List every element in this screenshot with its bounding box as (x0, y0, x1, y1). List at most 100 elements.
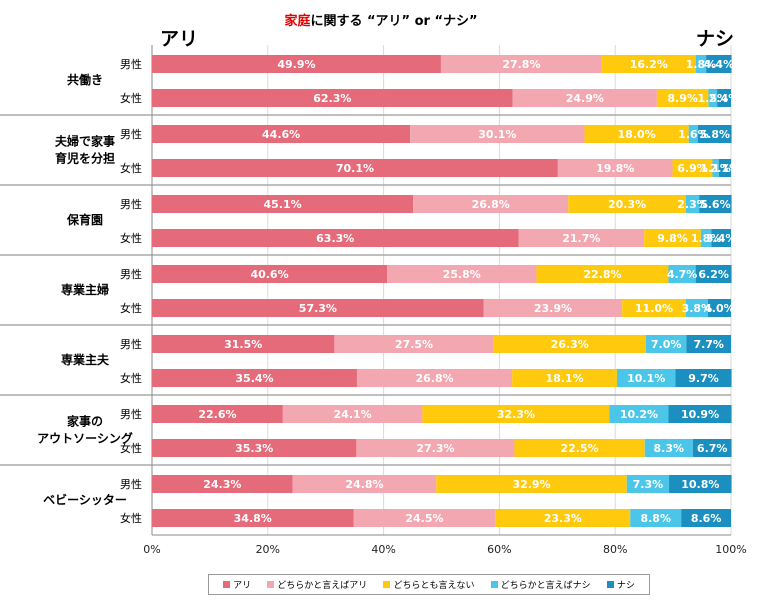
legend: アリ どちらかと言えばアリ どちらとも言えない どちらかと言えばナシ ナシ (208, 574, 650, 595)
bar-segment (282, 405, 423, 423)
category-label: 専業主夫 (61, 352, 110, 367)
data-label: 4.0% (704, 302, 735, 315)
bar-segment (512, 89, 657, 107)
chart-title: 家庭に関する “アリ” or “ナシ” (0, 10, 762, 29)
bar-segment (353, 509, 496, 527)
data-label: 10.2% (620, 408, 658, 421)
data-label: 1.1% (700, 162, 731, 175)
row-label: 女性 (120, 441, 142, 455)
data-label: 16.2% (630, 58, 668, 71)
data-label: 23.9% (534, 302, 572, 315)
bar-segment (422, 405, 610, 423)
bar-segment (152, 125, 411, 143)
data-label: 6.2% (698, 268, 729, 281)
data-label: 24.3% (203, 478, 241, 491)
bar-segment (152, 475, 293, 493)
data-label: 1.6% (678, 128, 709, 141)
data-label: 22.5% (561, 442, 599, 455)
bar-segment (668, 405, 732, 423)
category-label: 保育園 (66, 212, 103, 227)
category-label: 夫婦で家事 (54, 134, 115, 149)
row-label: 男性 (120, 267, 142, 281)
bar-segment (518, 229, 645, 247)
data-label: 2.1% (710, 162, 741, 175)
x-tick-label: 100% (715, 543, 746, 556)
legend-swatch (490, 581, 498, 588)
bar-segment (668, 265, 696, 283)
bar-segment (152, 55, 441, 73)
data-label: 27.5% (395, 338, 433, 351)
data-label: 1.8% (691, 232, 722, 245)
bar-segment (356, 439, 515, 457)
data-label: 35.3% (235, 442, 273, 455)
bar-segment (700, 229, 712, 247)
data-label: 49.9% (277, 58, 315, 71)
data-label: 1.8% (686, 58, 717, 71)
bar-segment (645, 335, 687, 353)
data-label: 8.8% (640, 512, 671, 525)
bar-segment (669, 475, 732, 493)
bar-segment (356, 369, 513, 387)
x-tick-label: 0% (143, 543, 160, 556)
data-label: 3.8% (682, 302, 713, 315)
row-label: 女性 (120, 91, 142, 105)
bar-segment (685, 299, 708, 317)
bar-segment (685, 195, 700, 213)
x-tick-label: 80% (603, 543, 627, 556)
data-label: 35.4% (235, 372, 273, 385)
legend-item: どちらかと言えばナシ (490, 578, 591, 591)
bar-segment (688, 125, 698, 143)
bar-segment (495, 509, 631, 527)
bar-segment (292, 475, 437, 493)
data-label: 9.8% (657, 232, 688, 245)
data-label: 5.6% (700, 198, 731, 211)
data-label: 2.4% (709, 92, 740, 105)
category-label: 家事の (67, 414, 103, 429)
bar-segment (152, 229, 519, 247)
bar-segment (609, 405, 669, 423)
category-label: 育児を分担 (55, 151, 115, 166)
bar-segment (695, 265, 732, 283)
x-tick-label: 40% (371, 543, 395, 556)
data-label: 4.4% (704, 58, 735, 71)
bar-segment (681, 509, 731, 527)
legend-item: アリ (223, 578, 251, 591)
data-label: 8.3% (653, 442, 684, 455)
bar-segment (695, 55, 707, 73)
data-label: 26.8% (472, 198, 510, 211)
bar-segment (686, 335, 731, 353)
data-label: 4.7% (667, 268, 698, 281)
data-label: 30.1% (478, 128, 516, 141)
bar-segment (584, 125, 689, 143)
data-label: 8.9% (667, 92, 698, 105)
row-label: 男性 (120, 477, 142, 491)
row-label: 男性 (120, 197, 142, 211)
data-label: 24.5% (405, 512, 443, 525)
category-label: アウトソーシング (37, 431, 133, 446)
bar-segment (711, 229, 731, 247)
bar-segment (656, 89, 709, 107)
bar-segment (644, 229, 701, 247)
bar-segment (436, 475, 627, 493)
bar-segment (644, 439, 693, 457)
bar-segment (410, 125, 585, 143)
data-label: 7.0% (651, 338, 682, 351)
bar-segment (493, 335, 646, 353)
bar-segment (672, 159, 713, 177)
bar-segment (699, 195, 732, 213)
chart-title-rest: に関する “アリ” or “ナシ” (310, 14, 478, 29)
bar-segment (601, 55, 696, 73)
data-label: 2.3% (677, 198, 708, 211)
data-label: 21.7% (562, 232, 600, 245)
data-label: 40.6% (250, 268, 288, 281)
legend-swatch (606, 581, 614, 588)
bar-segment (706, 55, 732, 73)
data-label: 24.1% (334, 408, 372, 421)
right-label-nashi: ナシ (695, 28, 734, 50)
data-label: 10.1% (627, 372, 665, 385)
data-label: 19.8% (596, 162, 634, 175)
data-label: 31.5% (224, 338, 262, 351)
data-label: 18.0% (618, 128, 656, 141)
category-label: ベビーシッター (43, 492, 127, 507)
